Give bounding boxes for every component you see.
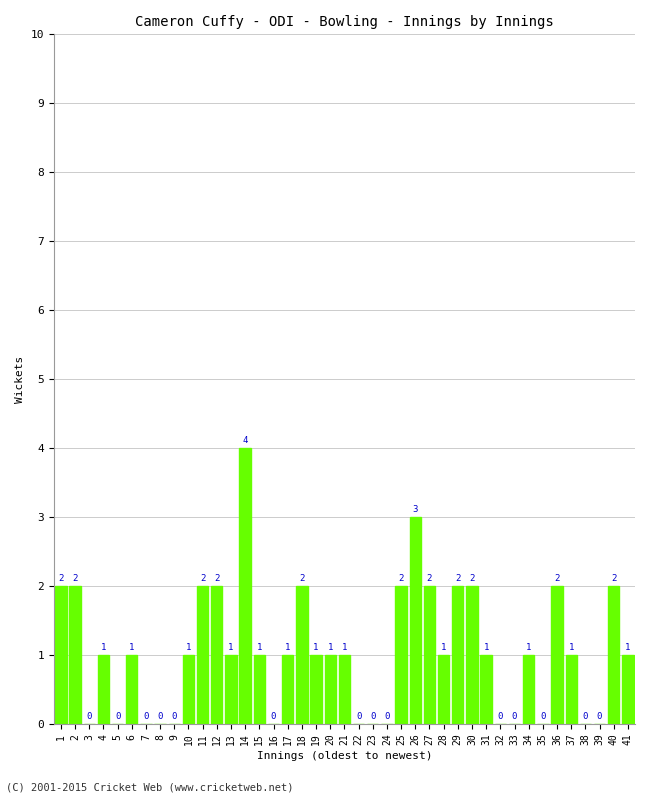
Bar [282, 655, 293, 724]
Text: 0: 0 [172, 711, 177, 721]
Text: 1: 1 [569, 642, 574, 651]
Bar [55, 586, 66, 724]
Text: 0: 0 [143, 711, 149, 721]
Text: 1: 1 [342, 642, 347, 651]
Text: 1: 1 [101, 642, 106, 651]
Text: 1: 1 [484, 642, 489, 651]
Text: 1: 1 [129, 642, 135, 651]
Text: 2: 2 [469, 574, 474, 582]
Text: 1: 1 [328, 642, 333, 651]
Bar [622, 655, 634, 724]
Text: 1: 1 [441, 642, 447, 651]
Bar [608, 586, 619, 724]
Text: 0: 0 [512, 711, 517, 721]
Text: 1: 1 [313, 642, 318, 651]
Bar [523, 655, 534, 724]
Text: 2: 2 [58, 574, 64, 582]
Text: (C) 2001-2015 Cricket Web (www.cricketweb.net): (C) 2001-2015 Cricket Web (www.cricketwe… [6, 782, 294, 792]
Bar [239, 448, 251, 724]
Bar [480, 655, 492, 724]
Text: 1: 1 [625, 642, 630, 651]
Bar [324, 655, 336, 724]
Bar [296, 586, 307, 724]
Bar [452, 586, 463, 724]
Bar [566, 655, 577, 724]
Bar [98, 655, 109, 724]
Text: 2: 2 [455, 574, 460, 582]
Bar [211, 586, 222, 724]
Bar [551, 586, 563, 724]
Text: 2: 2 [72, 574, 78, 582]
Text: 0: 0 [271, 711, 276, 721]
Text: 2: 2 [398, 574, 404, 582]
Bar [438, 655, 449, 724]
Text: 2: 2 [299, 574, 305, 582]
Text: 0: 0 [356, 711, 361, 721]
Bar [395, 586, 407, 724]
Text: 2: 2 [200, 574, 205, 582]
Y-axis label: Wickets: Wickets [15, 355, 25, 402]
Text: 1: 1 [285, 642, 291, 651]
Text: 1: 1 [228, 642, 233, 651]
Text: 0: 0 [384, 711, 389, 721]
Title: Cameron Cuffy - ODI - Bowling - Innings by Innings: Cameron Cuffy - ODI - Bowling - Innings … [135, 15, 554, 29]
Bar [254, 655, 265, 724]
X-axis label: Innings (oldest to newest): Innings (oldest to newest) [257, 751, 432, 761]
Text: 0: 0 [115, 711, 120, 721]
Bar [126, 655, 137, 724]
Text: 1: 1 [526, 642, 531, 651]
Text: 4: 4 [242, 436, 248, 445]
Bar [424, 586, 435, 724]
Text: 2: 2 [214, 574, 220, 582]
Text: 1: 1 [186, 642, 191, 651]
Text: 0: 0 [86, 711, 92, 721]
Text: 2: 2 [554, 574, 560, 582]
Bar [70, 586, 81, 724]
Text: 0: 0 [540, 711, 545, 721]
Text: 0: 0 [597, 711, 603, 721]
Bar [183, 655, 194, 724]
Bar [310, 655, 322, 724]
Bar [226, 655, 237, 724]
Text: 0: 0 [370, 711, 376, 721]
Bar [466, 586, 478, 724]
Text: 3: 3 [413, 505, 418, 514]
Text: 0: 0 [582, 711, 588, 721]
Bar [339, 655, 350, 724]
Text: 1: 1 [257, 642, 262, 651]
Text: 2: 2 [611, 574, 616, 582]
Bar [197, 586, 208, 724]
Bar [410, 517, 421, 724]
Text: 0: 0 [157, 711, 162, 721]
Text: 0: 0 [498, 711, 503, 721]
Text: 2: 2 [427, 574, 432, 582]
